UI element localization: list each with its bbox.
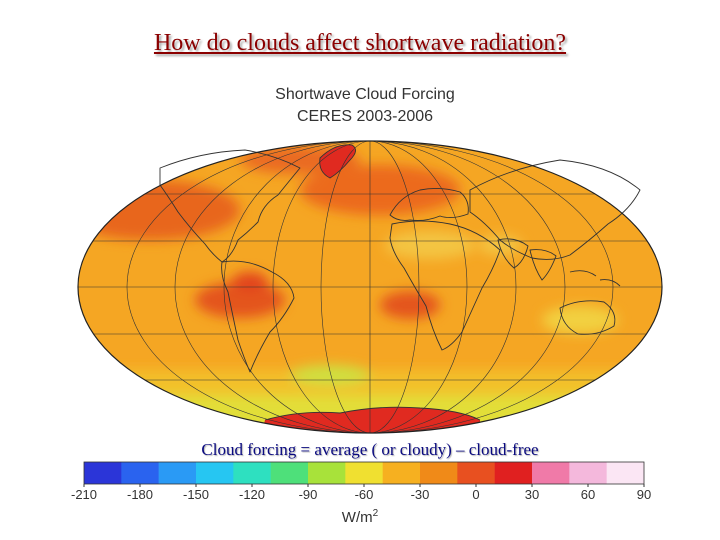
sahara-low [385, 231, 475, 259]
colorbar-swatch [121, 462, 159, 484]
stratocumulus-peru [195, 282, 285, 318]
antarctica-coast [264, 406, 481, 421]
colorbar-tick-label: -120 [238, 487, 266, 502]
colorbar-unit: W/m2 [330, 508, 390, 526]
greenland-coast [319, 144, 356, 179]
australia-coast [559, 300, 616, 335]
figure-subtitle: CERES 2003-2006 [296, 108, 434, 125]
meridian-line [223, 141, 517, 433]
unit-exponent: 2 [372, 508, 379, 519]
colorbar-swatch [270, 462, 309, 484]
asia-coast [469, 159, 641, 260]
stratocumulus-namibia [380, 291, 440, 319]
colorbar-swatch [196, 462, 234, 484]
meridian-line [320, 141, 420, 433]
colorbar-tick-label: 60 [580, 487, 596, 502]
map-border [77, 140, 663, 434]
colorbar-tick-label: -180 [126, 487, 154, 502]
colorbar-swatch [84, 462, 122, 484]
slide-title: How do clouds affect shortwave radiation… [153, 30, 567, 56]
colorbar-tick-label: -90 [298, 487, 318, 502]
meridian-line [272, 141, 468, 433]
colorbar-tick-label: 90 [636, 487, 652, 502]
colorbar-swatch [382, 462, 421, 484]
graticule [78, 141, 662, 433]
caption: Cloud forcing = average ( or cloudy) – c… [201, 440, 539, 459]
colorbar-swatch [308, 462, 346, 484]
south-america-coast [221, 260, 295, 373]
north-atlantic-band [300, 165, 460, 215]
colorbar-swatch [158, 462, 197, 484]
arabia-coast [497, 238, 529, 269]
colorbar-swatch [494, 462, 533, 484]
north-pacific-band [78, 180, 240, 240]
india-coast [529, 249, 557, 281]
colorbar-swatch [420, 462, 458, 484]
colorbar [83, 461, 645, 487]
indonesia-coast [569, 270, 621, 287]
meridian-line [174, 141, 566, 433]
southern-ocean-low [290, 365, 370, 385]
colorbar-tick-label: -150 [182, 487, 210, 502]
colorbar-swatch [569, 462, 607, 484]
colorbar-tick-label: -210 [70, 487, 98, 502]
colorbar-swatch [532, 462, 570, 484]
greenland-landmass [319, 144, 356, 178]
unit-base: W/m [341, 509, 373, 526]
north-america-coast [159, 149, 301, 263]
africa-coast [389, 220, 501, 351]
coastlines [159, 144, 641, 421]
europe-coast [389, 187, 469, 221]
colorbar-tick-label: 30 [524, 487, 540, 502]
amazon-high [232, 272, 268, 292]
colorbar-swatch [457, 462, 495, 484]
colorbar-swatch [233, 462, 271, 484]
colorbar-tick-label: -30 [410, 487, 430, 502]
colorbar-swatch [345, 462, 383, 484]
colorbar-swatch [606, 462, 645, 484]
meridian-line [126, 141, 614, 433]
colorbar-tick-label: 0 [472, 487, 480, 502]
figure-title: Shortwave Cloud Forcing [275, 86, 455, 103]
colorbar-tick-label: -60 [354, 487, 374, 502]
